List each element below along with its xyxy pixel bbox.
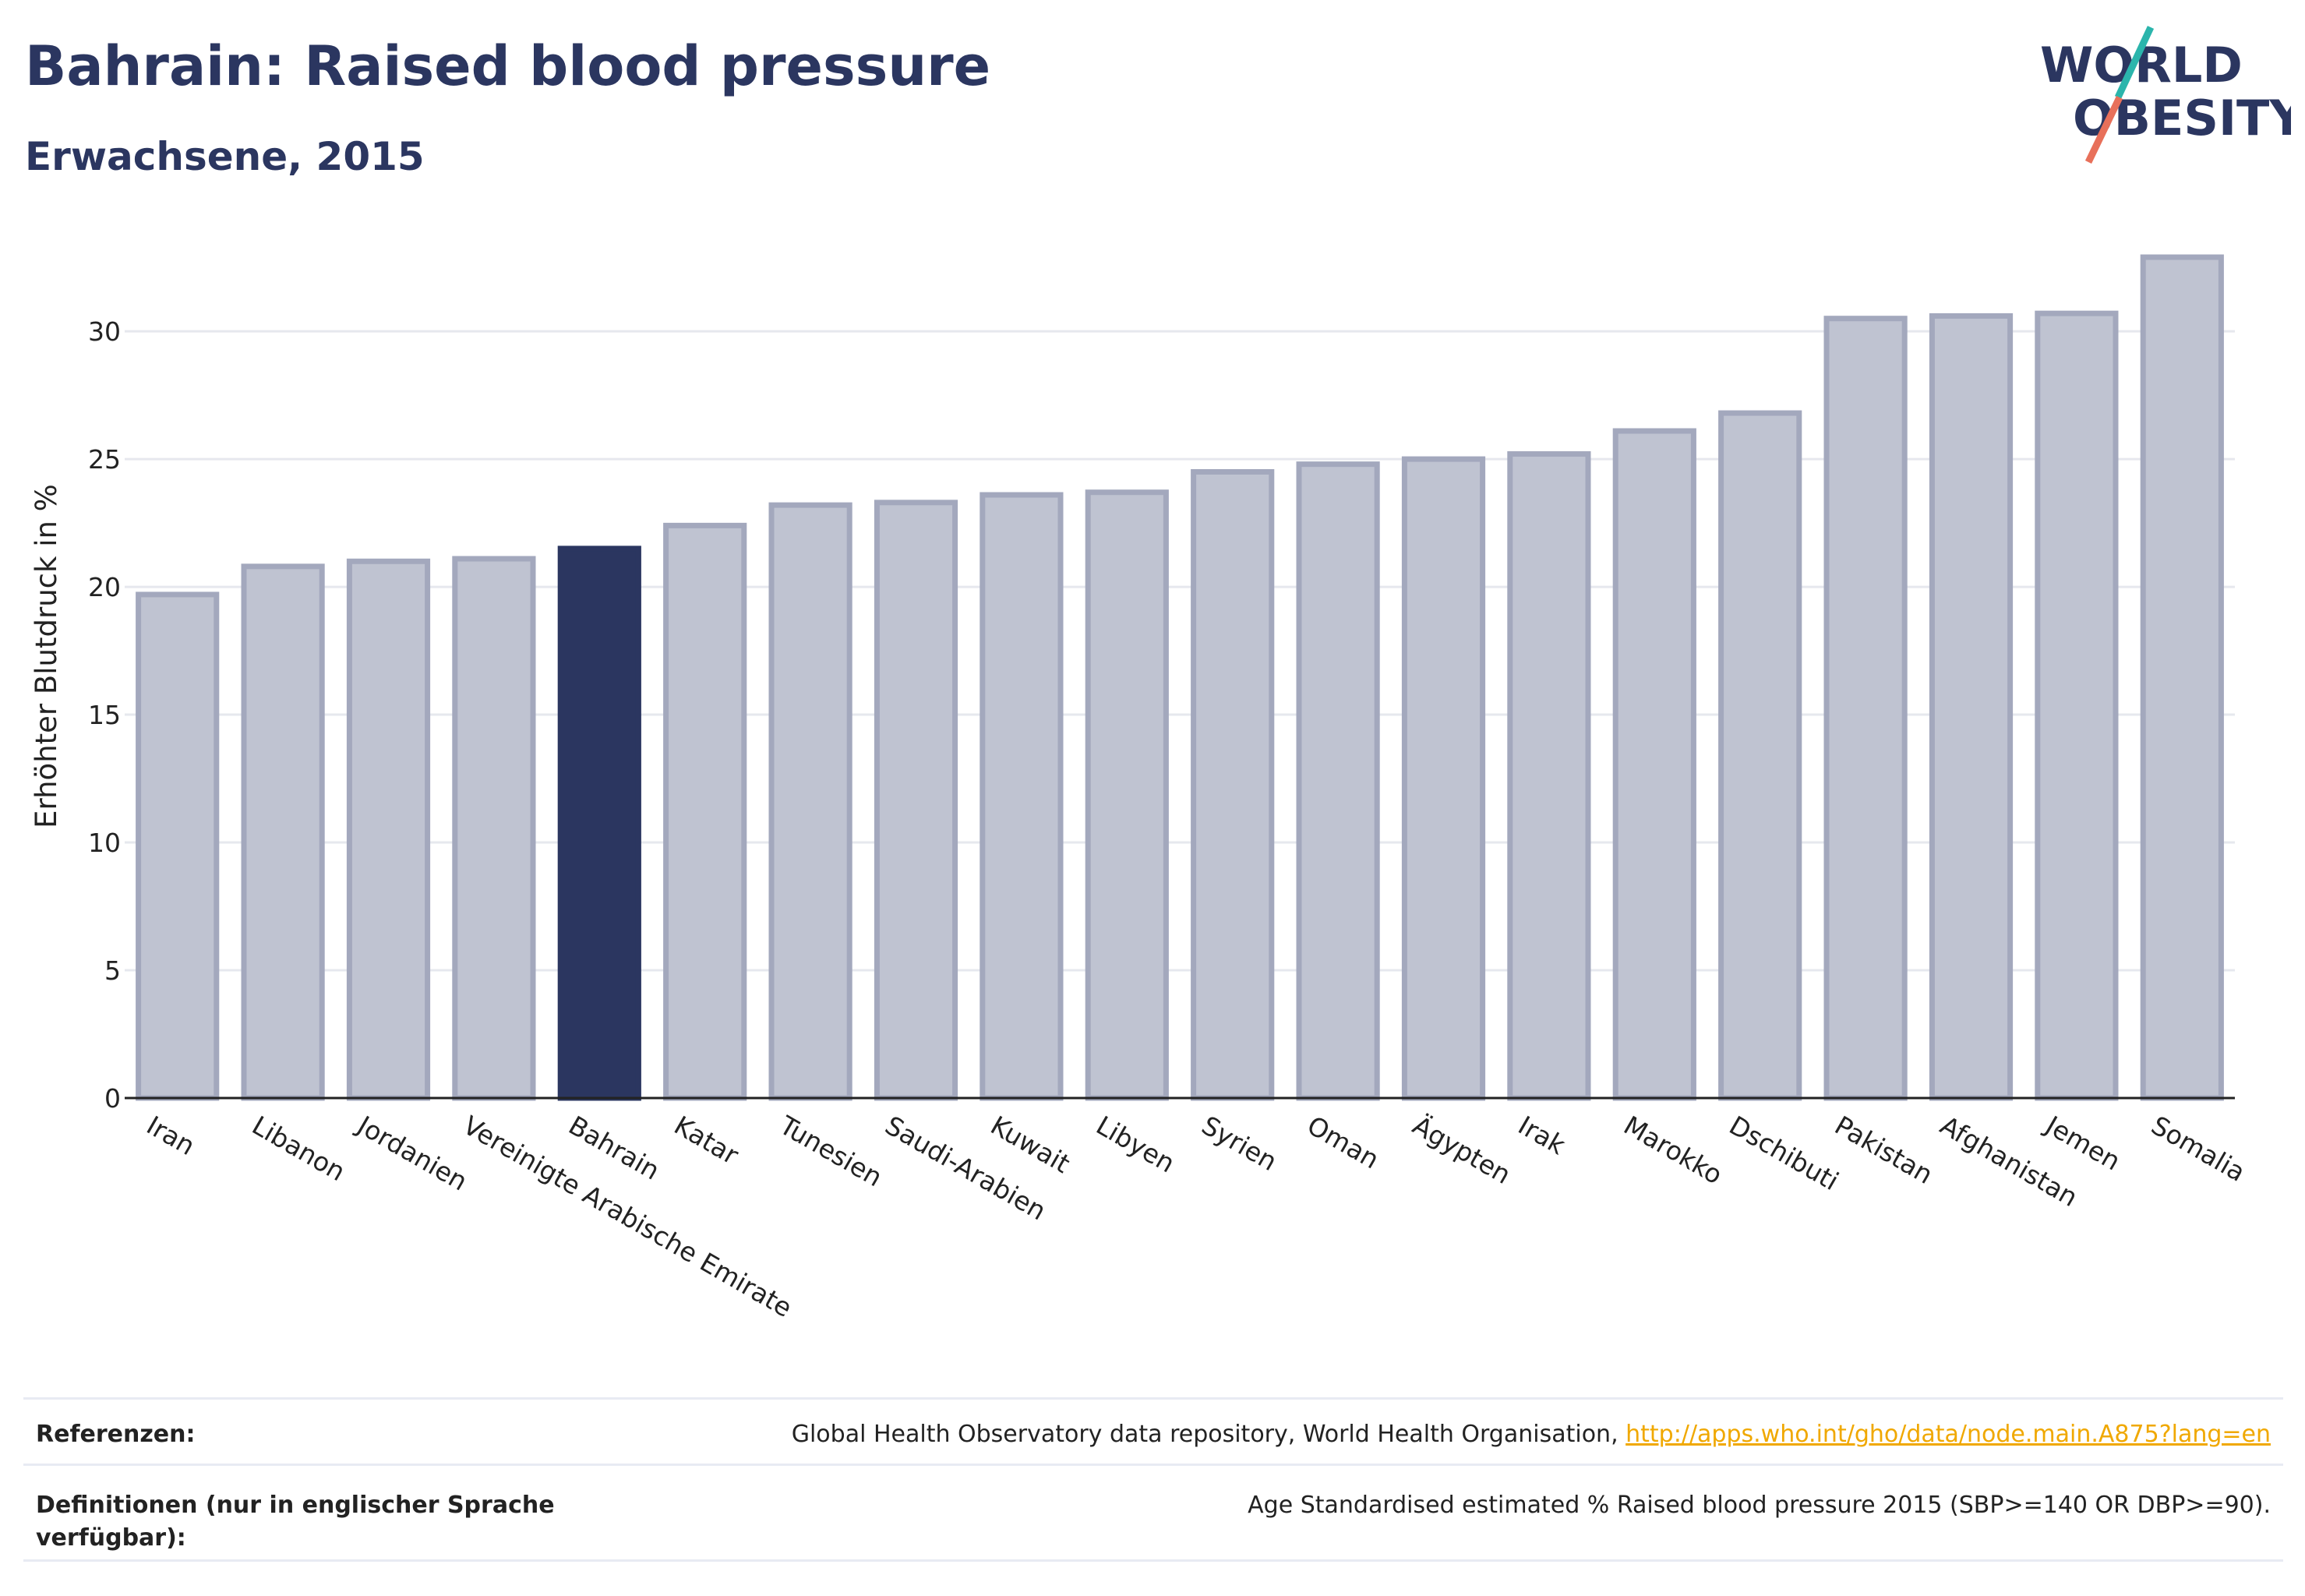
references-label: Referenzen: — [36, 1421, 196, 1448]
bar-ägypten[interactable] — [1401, 456, 1486, 1101]
x-tick-label: Katar — [669, 1110, 744, 1171]
definitions-value: Age Standardised estimated % Raised bloo… — [1248, 1492, 2271, 1519]
logo-slash-coral — [2084, 96, 2123, 164]
bar-kuwait[interactable] — [980, 492, 1064, 1101]
chart-title: Bahrain: Raised blood pressure — [25, 34, 991, 98]
x-tick-label: Oman — [1302, 1110, 1384, 1174]
y-tick-label: 0 — [104, 1083, 121, 1114]
x-tick-label: Marokko — [1618, 1110, 1728, 1190]
references-link[interactable]: http://apps.who.int/gho/data/node.main.A… — [1626, 1421, 2271, 1448]
x-tick-label: Somalia — [2146, 1110, 2250, 1188]
grid-lines — [125, 330, 2235, 972]
bar-somalia[interactable] — [2140, 254, 2224, 1101]
bar-iran[interactable] — [136, 591, 220, 1101]
x-tick-label: Libyen — [1091, 1110, 1180, 1178]
references-table: Referenzen: Global Health Observatory da… — [23, 1397, 2283, 1562]
x-tick-label: Iran — [142, 1110, 200, 1161]
x-tick-label: Pakistan — [1830, 1110, 1938, 1190]
y-axis-label: Erhöhter Blutdruck in % — [30, 484, 63, 828]
world-obesity-logo[interactable]: WORLD OBESITY — [2034, 23, 2291, 168]
bar-tunesien[interactable] — [768, 502, 852, 1101]
x-tick-label: Jordanien — [351, 1109, 473, 1196]
bar-libyen[interactable] — [1085, 489, 1169, 1101]
y-tick-label: 15 — [88, 700, 121, 730]
bar-irak[interactable] — [1507, 451, 1591, 1101]
references-text: Global Health Observatory data repositor… — [791, 1421, 1626, 1448]
definitions-row: Definitionen (nur in englischer Sprache … — [23, 1464, 2283, 1562]
bars — [136, 254, 2224, 1101]
y-tick-label: 5 — [104, 955, 121, 986]
definitions-label: Definitionen (nur in englischer Sprache … — [36, 1492, 555, 1552]
bar-jemen[interactable] — [2035, 310, 2119, 1101]
x-tick-label: Syrien — [1197, 1110, 1283, 1177]
y-tick-label: 20 — [88, 572, 121, 602]
bar-oman[interactable] — [1296, 461, 1380, 1101]
y-tick-label: 10 — [88, 828, 121, 858]
bar-katar[interactable] — [663, 522, 747, 1101]
logo-slash-teal — [2114, 26, 2155, 99]
bar-bahrain[interactable] — [557, 546, 641, 1101]
bar-pakistan[interactable] — [1823, 316, 1908, 1101]
chart-subtitle: Erwachsene, 2015 — [25, 134, 425, 179]
x-tick-label: Tunesien — [774, 1110, 888, 1193]
bar-marokko[interactable] — [1612, 428, 1696, 1101]
y-tick-label: 25 — [88, 444, 121, 475]
bar-saudi-arabien[interactable] — [874, 500, 958, 1101]
bar-afghanistan[interactable] — [1929, 312, 2014, 1101]
y-tick-label: 30 — [88, 316, 121, 347]
x-tick-label: Libanon — [247, 1110, 351, 1187]
references-row: Referenzen: Global Health Observatory da… — [23, 1397, 2283, 1464]
x-tick-label: Ägypten — [1407, 1110, 1516, 1190]
bar-jordanien[interactable] — [346, 558, 431, 1101]
bar-syrien[interactable] — [1191, 468, 1275, 1101]
x-tick-label: Irak — [1513, 1110, 1572, 1161]
x-tick-label: Kuwait — [986, 1110, 1075, 1179]
x-tick-label: Dschibuti — [1724, 1110, 1844, 1196]
bar-vereinigte-arabische-emirate[interactable] — [452, 556, 536, 1101]
references-value: Global Health Observatory data repositor… — [792, 1418, 2271, 1451]
x-tick-label: Jemen — [2039, 1109, 2126, 1176]
bar-libanon[interactable] — [241, 563, 325, 1101]
bar-dschibuti[interactable] — [1718, 410, 1802, 1101]
